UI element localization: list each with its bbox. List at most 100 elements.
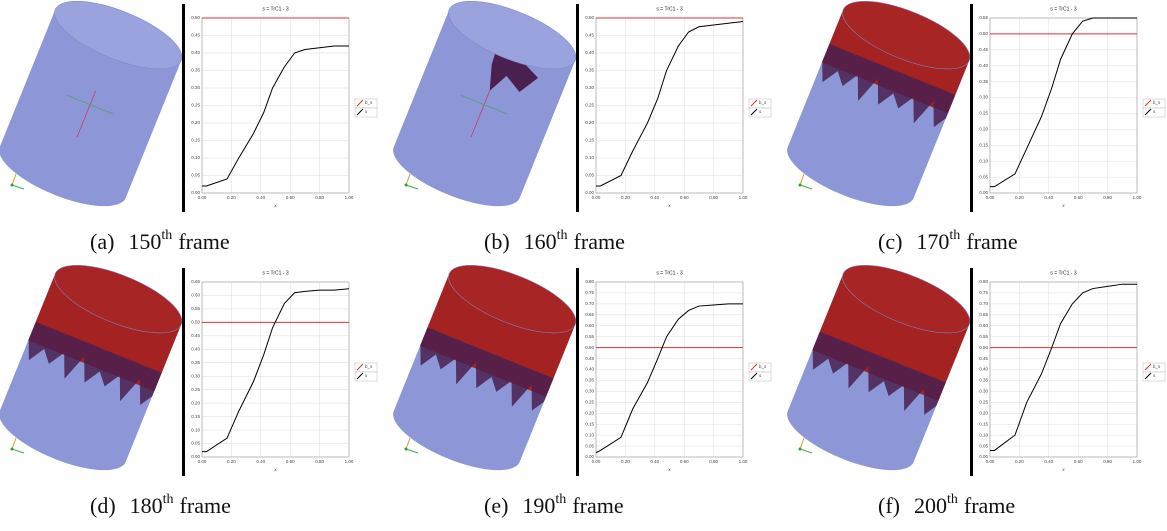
figure: s = TrC1 - 3 0.00 0.05 0.10 0.15 0.20 0.25 0.30… bbox=[0, 0, 1167, 531]
triad-x bbox=[800, 449, 812, 453]
x-tick-label: 0.60 bbox=[286, 195, 295, 200]
y-tick-label: 0.25 bbox=[191, 103, 200, 108]
triad-origin bbox=[799, 448, 802, 451]
y-tick-label: 0.10 bbox=[979, 158, 988, 163]
x-tick-label: 0.00 bbox=[986, 195, 995, 200]
y-tick-label: 0.55 bbox=[191, 306, 200, 311]
caption: (a)150thframe bbox=[90, 228, 230, 254]
triad-x bbox=[406, 185, 418, 189]
y-tick-label: 0.35 bbox=[191, 360, 200, 365]
y-tick-label: 0.05 bbox=[191, 441, 200, 446]
x-axis-label: x bbox=[1062, 467, 1065, 472]
y-tick-label: 0.50 bbox=[585, 15, 594, 20]
y-tick-label: 0.40 bbox=[191, 50, 200, 55]
divider bbox=[182, 4, 185, 212]
series-line bbox=[596, 22, 743, 187]
caption-label: (c) bbox=[878, 229, 902, 254]
x-tick-label: 1.00 bbox=[739, 195, 748, 200]
x-tick-label: 0.20 bbox=[227, 459, 236, 464]
series-line bbox=[990, 284, 1137, 450]
y-tick-label: 0.70 bbox=[979, 301, 988, 306]
divider bbox=[970, 4, 973, 212]
y-tick-label: 0.60 bbox=[585, 323, 594, 328]
y-tick-label: 0.25 bbox=[979, 111, 988, 116]
chart-title: s = TrC1 - 3 bbox=[262, 6, 288, 12]
panel: s = TrC1 - 30.000.050.100.150.200.250.30… bbox=[380, 245, 771, 518]
y-tick-label: 0.60 bbox=[979, 323, 988, 328]
y-tick-label: 0.15 bbox=[979, 142, 988, 147]
x-tick-label: 0.20 bbox=[1015, 459, 1024, 464]
y-tick-label: 0.70 bbox=[585, 301, 594, 306]
panel: s = TrC1 - 30.000.050.100.150.200.250.30… bbox=[774, 0, 1165, 254]
triad-y bbox=[800, 438, 804, 449]
legend-label: b_s bbox=[365, 364, 373, 369]
x-tick-label: 0.80 bbox=[315, 459, 324, 464]
caption-label: (a) bbox=[90, 229, 114, 254]
y-tick-label: 0.40 bbox=[979, 63, 988, 68]
caption-ordinal: 180 bbox=[130, 493, 163, 518]
y-tick-label: 0.20 bbox=[191, 120, 200, 125]
caption-suffix: th bbox=[161, 228, 172, 243]
triad-y bbox=[12, 174, 16, 185]
y-tick-label: 0.05 bbox=[979, 443, 988, 448]
x-tick-label: 0.80 bbox=[709, 195, 718, 200]
caption-word: frame bbox=[966, 229, 1017, 254]
series-line bbox=[202, 46, 349, 186]
y-tick-label: 0.25 bbox=[585, 400, 594, 405]
x-tick-label: 0.00 bbox=[592, 195, 601, 200]
y-tick-label: 0.30 bbox=[979, 95, 988, 100]
x-tick-label: 0.60 bbox=[1074, 195, 1083, 200]
y-tick-label: 0.75 bbox=[585, 290, 594, 295]
chart-title: s = TrC1 - 3 bbox=[1050, 270, 1076, 276]
y-tick-label: 0.30 bbox=[191, 373, 200, 378]
y-tick-label: 0.35 bbox=[585, 378, 594, 383]
y-tick-label: 0.45 bbox=[585, 33, 594, 38]
cylinder-render bbox=[0, 245, 194, 492]
caption-word: frame bbox=[178, 229, 229, 254]
y-tick-label: 0.50 bbox=[191, 320, 200, 325]
cylinder-render bbox=[0, 0, 194, 228]
triad-x bbox=[406, 449, 418, 453]
caption-word: frame bbox=[964, 493, 1015, 518]
triad-origin bbox=[405, 184, 408, 187]
caption-suffix: th bbox=[163, 492, 174, 507]
divider bbox=[576, 4, 579, 212]
y-tick-label: 0.60 bbox=[191, 293, 200, 298]
y-tick-label: 0.40 bbox=[585, 50, 594, 55]
y-tick-label: 0.15 bbox=[585, 421, 594, 426]
y-tick-label: 0.20 bbox=[979, 127, 988, 132]
panel: s = TrC1 - 30.000.050.100.150.200.250.30… bbox=[380, 0, 771, 254]
page: {"chart_data": [ {"type": "line", "title… bbox=[0, 0, 1167, 531]
caption-suffix: th bbox=[947, 492, 958, 507]
x-tick-label: 0.20 bbox=[621, 195, 630, 200]
x-tick-label: 0.20 bbox=[227, 195, 236, 200]
x-tick-label: 0.80 bbox=[709, 459, 718, 464]
triad-origin bbox=[405, 448, 408, 451]
caption: (d)180thframe bbox=[90, 492, 231, 518]
x-axis-label: x bbox=[668, 467, 671, 472]
chart-title: s = TrC1 - 3 bbox=[656, 6, 682, 12]
y-tick-label: 0.50 bbox=[585, 345, 594, 350]
y-tick-label: 0.05 bbox=[585, 443, 594, 448]
y-tick-label: 0.35 bbox=[979, 79, 988, 84]
y-tick-label: 0.65 bbox=[191, 279, 200, 284]
caption-word: frame bbox=[180, 493, 231, 518]
triad-x bbox=[800, 185, 812, 189]
x-axis-label: x bbox=[274, 203, 277, 208]
panel: s = TrC1 - 30.000.050.100.150.200.250.30… bbox=[774, 245, 1165, 518]
y-tick-label: 0.25 bbox=[979, 400, 988, 405]
triad-y bbox=[406, 174, 410, 185]
y-tick-label: 0.25 bbox=[191, 387, 200, 392]
x-tick-label: 0.80 bbox=[315, 195, 324, 200]
caption-label: (e) bbox=[484, 493, 508, 518]
x-tick-label: 0.40 bbox=[650, 459, 659, 464]
caption-word: frame bbox=[572, 493, 623, 518]
triad-x bbox=[12, 185, 24, 189]
y-tick-label: 0.45 bbox=[191, 333, 200, 338]
x-tick-label: 0.60 bbox=[680, 195, 689, 200]
y-tick-label: 0.30 bbox=[979, 389, 988, 394]
triad-x bbox=[12, 449, 24, 453]
y-tick-label: 0.20 bbox=[585, 410, 594, 415]
y-tick-label: 0.30 bbox=[585, 85, 594, 90]
